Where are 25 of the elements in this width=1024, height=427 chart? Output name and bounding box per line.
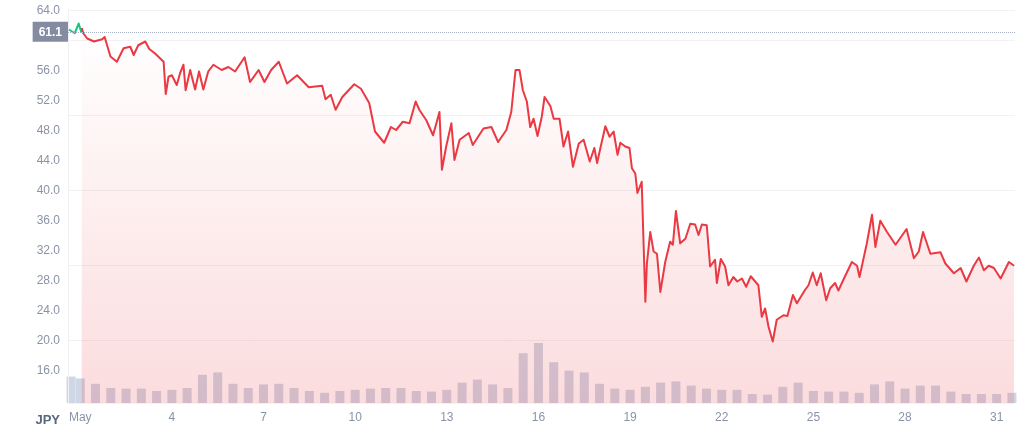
x-tick-label: 7 [260,410,268,424]
y-tick-label: 28.0 [36,273,61,287]
x-tick-label: 22 [715,410,729,424]
x-tick-label: 4 [168,410,176,424]
x-tick-label: 10 [348,410,363,424]
y-tick-label: 48.0 [36,123,61,137]
x-tick-label: 13 [440,410,454,424]
y-tick-label: 16.0 [36,363,61,377]
y-tick-label: 24.0 [36,303,61,317]
x-tick-label: 31 [989,410,1004,424]
y-tick-label: 20.0 [36,333,61,347]
y-tick-label: 56.0 [36,63,61,77]
y-tick-label: 32.0 [36,243,61,257]
y-tick-label: 44.0 [36,153,61,167]
x-tick-label: 28 [898,410,913,424]
x-tick-label: 16 [531,410,546,424]
y-tick-label: 40.0 [36,183,61,197]
x-tick-label: May [68,410,92,424]
y-tick-label: 36.0 [36,213,61,227]
y-tick-label: 64.0 [36,3,61,17]
x-tick-label: 25 [806,410,821,424]
ref-line-label: 61.1 [38,24,63,39]
y-tick-label: 52.0 [36,93,61,107]
x-tick-label: 19 [623,410,638,424]
y-axis-title: JPY [35,412,61,427]
